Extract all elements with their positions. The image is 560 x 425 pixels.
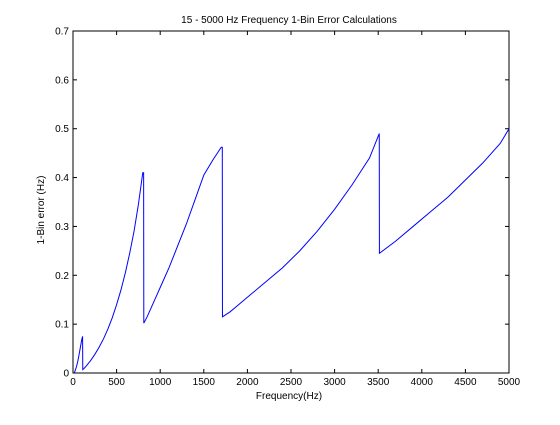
- y-tick-label: 0.3: [55, 222, 69, 233]
- y-tick-label: 0.2: [55, 271, 69, 282]
- series-line: [73, 128, 510, 374]
- y-tick-label: 0.1: [55, 320, 69, 331]
- plot-area: [72, 30, 510, 374]
- x-tick-label: 4000: [411, 377, 434, 388]
- x-tick-label: 3500: [367, 377, 390, 388]
- y-tick-label: 0.7: [55, 27, 69, 38]
- x-tick-label: 2500: [280, 377, 303, 388]
- x-tick-label: 2000: [236, 377, 259, 388]
- y-axis-ticks: 0 0.1 0.2 0.3 0.4 0.5 0.6 0.7: [55, 27, 509, 380]
- x-axis-ticks: 0 500 1000 1500 2000 2500 3000 3500 4000 4500 5000: [70, 31, 521, 388]
- x-tick-label: 5000: [498, 377, 521, 388]
- y-tick-label: 0: [63, 369, 69, 380]
- x-axis-label: Frequency(Hz): [256, 391, 322, 402]
- x-tick-label: 3000: [323, 377, 346, 388]
- series-layer: [73, 128, 510, 374]
- x-tick-label: 500: [108, 377, 125, 388]
- y-tick-label: 0.4: [55, 173, 69, 184]
- y-tick-label: 0.6: [55, 75, 69, 86]
- x-tick-label: 4500: [454, 377, 477, 388]
- chart-title: 15 - 5000 Hz Frequency 1-Bin Error Calcu…: [181, 15, 397, 26]
- x-tick-label: 1000: [149, 377, 172, 388]
- y-axis-label: 1-Bin error (Hz): [36, 176, 47, 245]
- y-tick-label: 0.5: [55, 124, 69, 135]
- x-tick-label: 1500: [193, 377, 216, 388]
- x-tick-label: 0: [70, 377, 76, 388]
